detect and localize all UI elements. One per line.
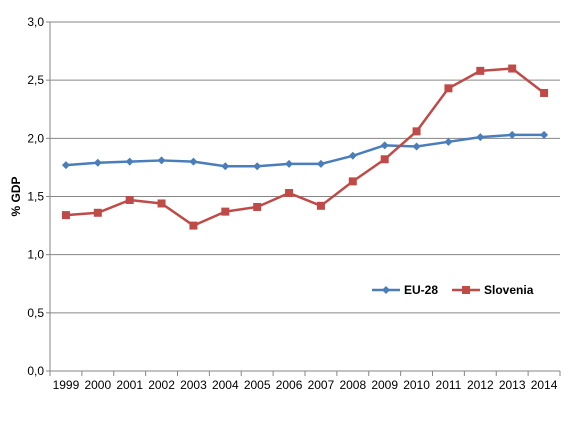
x-tick-label: 1999 (53, 378, 80, 392)
series-slovenia (61, 64, 549, 230)
data-point-eu-28 (285, 159, 294, 168)
data-point-slovenia (444, 84, 453, 93)
legend-swatch-marker (462, 286, 471, 294)
data-point-slovenia (380, 155, 389, 164)
x-tick-label: 2009 (371, 378, 398, 392)
legend-swatch-marker (382, 286, 390, 294)
y-tick-label: 1,5 (27, 190, 44, 204)
x-tick-label: 2005 (244, 378, 271, 392)
y-tick-label: 0,0 (27, 364, 44, 378)
y-tick-label: 2,5 (27, 73, 44, 87)
x-tick-label: 2011 (436, 378, 462, 392)
y-tick-label: 1,0 (27, 248, 44, 262)
axes: % GDP 0,0 0,5 1,0 1,5 2,0 2,5 3,0 1999 2000 2001 2… (9, 15, 561, 392)
x-tick-label: 2002 (148, 378, 175, 392)
data-point-slovenia (508, 64, 517, 73)
y-axis-title: % GDP (9, 176, 23, 216)
data-point-slovenia (348, 177, 357, 186)
series-eu-28 (61, 130, 549, 171)
x-tick-label: 2001 (116, 378, 143, 392)
data-point-eu-28 (540, 130, 549, 139)
data-point-slovenia (316, 201, 325, 210)
data-point-eu-28 (380, 141, 389, 150)
data-point-slovenia (221, 207, 230, 216)
x-tick-label: 2004 (212, 378, 239, 392)
data-point-slovenia (285, 189, 294, 198)
x-tick-label: 2003 (180, 378, 207, 392)
data-point-slovenia (476, 66, 485, 75)
data-point-slovenia (61, 211, 70, 220)
data-point-eu-28 (348, 151, 357, 160)
data-point-slovenia (412, 127, 421, 136)
data-point-slovenia (93, 208, 102, 217)
data-point-slovenia (125, 195, 134, 204)
data-point-slovenia (253, 202, 262, 211)
series-lines (61, 64, 549, 230)
legend-label: Slovenia (484, 283, 534, 297)
legend: EU-28 Slovenia (372, 283, 534, 297)
x-tick-label: 2010 (403, 378, 430, 392)
x-tick-label: 2012 (467, 378, 494, 392)
data-point-slovenia (540, 88, 549, 97)
data-point-eu-28 (221, 162, 230, 171)
data-point-eu-28 (444, 137, 453, 146)
legend-item-eu-28: EU-28 (372, 283, 438, 297)
gridlines (50, 21, 560, 314)
x-tick-label: 2007 (308, 378, 335, 392)
data-point-eu-28 (93, 158, 102, 167)
x-tick-label: 2006 (276, 378, 303, 392)
data-point-eu-28 (508, 130, 517, 139)
data-point-eu-28 (412, 142, 421, 151)
data-point-eu-28 (61, 161, 70, 170)
x-tick-label: 2000 (84, 378, 111, 392)
series-line-eu-28 (65, 133, 545, 168)
legend-label: EU-28 (404, 283, 438, 297)
data-point-eu-28 (316, 159, 325, 168)
data-point-eu-28 (189, 157, 198, 166)
data-point-eu-28 (157, 156, 166, 165)
y-tick-label: 3,0 (27, 15, 44, 29)
data-point-slovenia (189, 221, 198, 230)
data-point-eu-28 (253, 162, 262, 171)
x-tick-label: 2014 (531, 378, 558, 392)
y-tick-label: 2,0 (27, 131, 44, 145)
y-tick-label: 0,5 (27, 306, 44, 320)
data-point-eu-28 (476, 133, 485, 142)
series-line-slovenia (65, 67, 545, 227)
x-tick-label: 2013 (499, 378, 526, 392)
data-point-slovenia (157, 199, 166, 208)
legend-item-slovenia: Slovenia (452, 283, 534, 297)
x-tick-label: 2008 (339, 378, 366, 392)
data-point-eu-28 (125, 157, 134, 166)
